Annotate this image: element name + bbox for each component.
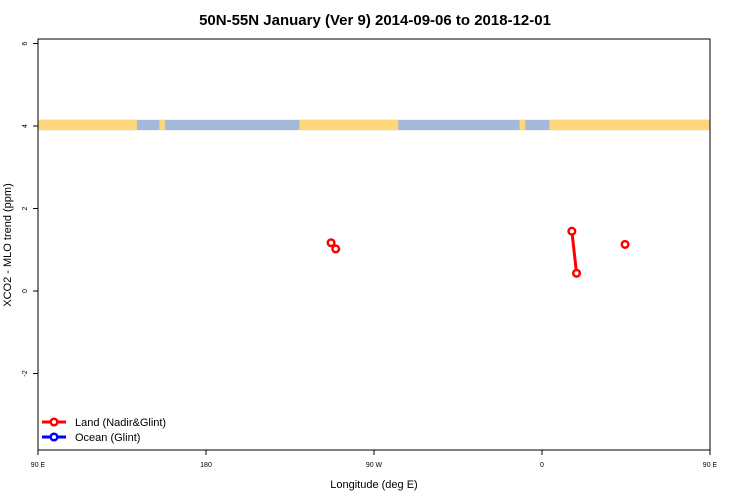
legend: Land (Nadir&Glint) Ocean (Glint): [42, 417, 166, 444]
x-axis: 90 E 180 90 W 0 90 E: [31, 450, 718, 469]
map-land-segment: [549, 119, 710, 131]
y-tick-label: 6: [22, 41, 29, 45]
legend-marker: [49, 432, 59, 442]
series-layer: [326, 226, 630, 278]
data-point: [620, 239, 630, 249]
y-axis-title: XCO2 - MLO trend (ppm): [2, 183, 14, 306]
map-land-segment: [299, 119, 399, 131]
map-strip: [38, 119, 710, 131]
x-tick-label: 90 E: [31, 462, 46, 469]
y-tick-label: 0: [22, 289, 29, 293]
data-point: [571, 268, 582, 278]
chart-title: 50N-55N January (Ver 9) 2014-09-06 to 20…: [199, 12, 551, 29]
data-point: [567, 226, 577, 236]
legend-marker: [49, 417, 59, 427]
x-tick-label: 90 E: [703, 462, 718, 469]
map-land-segment: [159, 119, 165, 131]
y-tick-label: -2: [22, 370, 29, 376]
plot-frame: [37, 38, 711, 451]
data-point: [326, 238, 336, 248]
x-tick-label: 0: [540, 462, 544, 469]
legend-label: Land (Nadir&Glint): [75, 417, 166, 429]
x-tick-label: 90 W: [366, 462, 383, 469]
legend-label: Ocean (Glint): [75, 432, 140, 444]
x-tick-label: 180: [200, 462, 212, 469]
data-point: [331, 244, 341, 254]
series-line: [570, 231, 579, 274]
map-land-segment: [519, 119, 526, 131]
y-tick-label: 2: [22, 206, 29, 210]
y-tick-label: 4: [22, 124, 29, 128]
x-axis-title: Longitude (deg E): [330, 479, 417, 491]
map-land-segment: [38, 119, 137, 131]
y-axis: -2 0 2 4 6: [22, 41, 38, 377]
